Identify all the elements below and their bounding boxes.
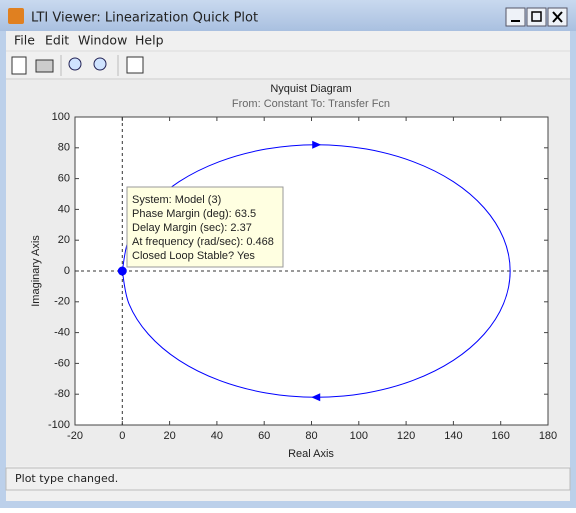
x-tick-label: -20: [67, 430, 83, 442]
menu-item[interactable]: Help: [135, 33, 164, 48]
y-tick-label: -100: [48, 419, 70, 431]
menu-item[interactable]: File: [14, 33, 35, 48]
y-axis-label: Imaginary Axis: [30, 235, 42, 307]
x-tick-label: 180: [539, 430, 557, 442]
x-tick-label: 160: [492, 430, 510, 442]
x-axis-label: Real Axis: [288, 448, 334, 460]
app-icon: [8, 8, 24, 24]
x-tick-label: 20: [163, 430, 175, 442]
x-tick-label: 120: [397, 430, 415, 442]
y-tick-label: -40: [54, 327, 70, 339]
y-tick-label: 100: [52, 111, 70, 123]
title-bar: [0, 0, 576, 31]
datatip-text: Delay Margin (sec): 2.37: [132, 222, 252, 234]
direction-arrow: [311, 393, 321, 402]
y-tick-label: -80: [54, 388, 70, 400]
datatip-text: Phase Margin (deg): 63.5: [132, 208, 256, 220]
x-tick-label: 40: [211, 430, 223, 442]
chart-subtitle: From: Constant To: Transfer Fcn: [232, 98, 390, 110]
menu-item[interactable]: Edit: [45, 33, 69, 48]
y-tick-label: 40: [58, 203, 70, 215]
zoom-in-button[interactable]: [68, 57, 82, 71]
x-tick-label: 100: [350, 430, 368, 442]
menu-item[interactable]: Window: [78, 33, 127, 48]
y-tick-label: -60: [54, 357, 70, 369]
y-tick-label: 80: [58, 142, 70, 154]
minimize-button[interactable]: [505, 7, 526, 27]
chart-title: Nyquist Diagram: [270, 83, 351, 95]
status-bar: [5, 467, 571, 491]
print-button[interactable]: [35, 59, 54, 73]
properties-button[interactable]: [126, 56, 144, 74]
y-tick-label: -20: [54, 296, 70, 308]
y-tick-label: 60: [58, 173, 70, 185]
new-button[interactable]: [11, 56, 27, 75]
x-tick-label: 0: [119, 430, 125, 442]
toolbar: [11, 55, 144, 76]
y-tick-label: 20: [58, 234, 70, 246]
datatip: [126, 186, 284, 268]
datatip-text: Closed Loop Stable? Yes: [132, 250, 255, 262]
x-tick-label: 140: [444, 430, 462, 442]
datatip-text: At frequency (rad/sec): 0.468: [132, 236, 274, 248]
x-tick-label: 60: [258, 430, 270, 442]
maximize-button[interactable]: [526, 7, 547, 27]
x-tick-label: 80: [305, 430, 317, 442]
zoom-out-button[interactable]: [93, 57, 107, 71]
stability-point: [117, 266, 127, 276]
window-title: LTI Viewer: Linearization Quick Plot: [31, 11, 258, 26]
nyquist-curve: [121, 144, 511, 398]
status-text: Plot type changed.: [15, 472, 118, 485]
direction-arrow: [312, 140, 322, 149]
y-tick-label: 0: [64, 265, 70, 277]
datatip-text: System: Model (3): [132, 194, 221, 206]
